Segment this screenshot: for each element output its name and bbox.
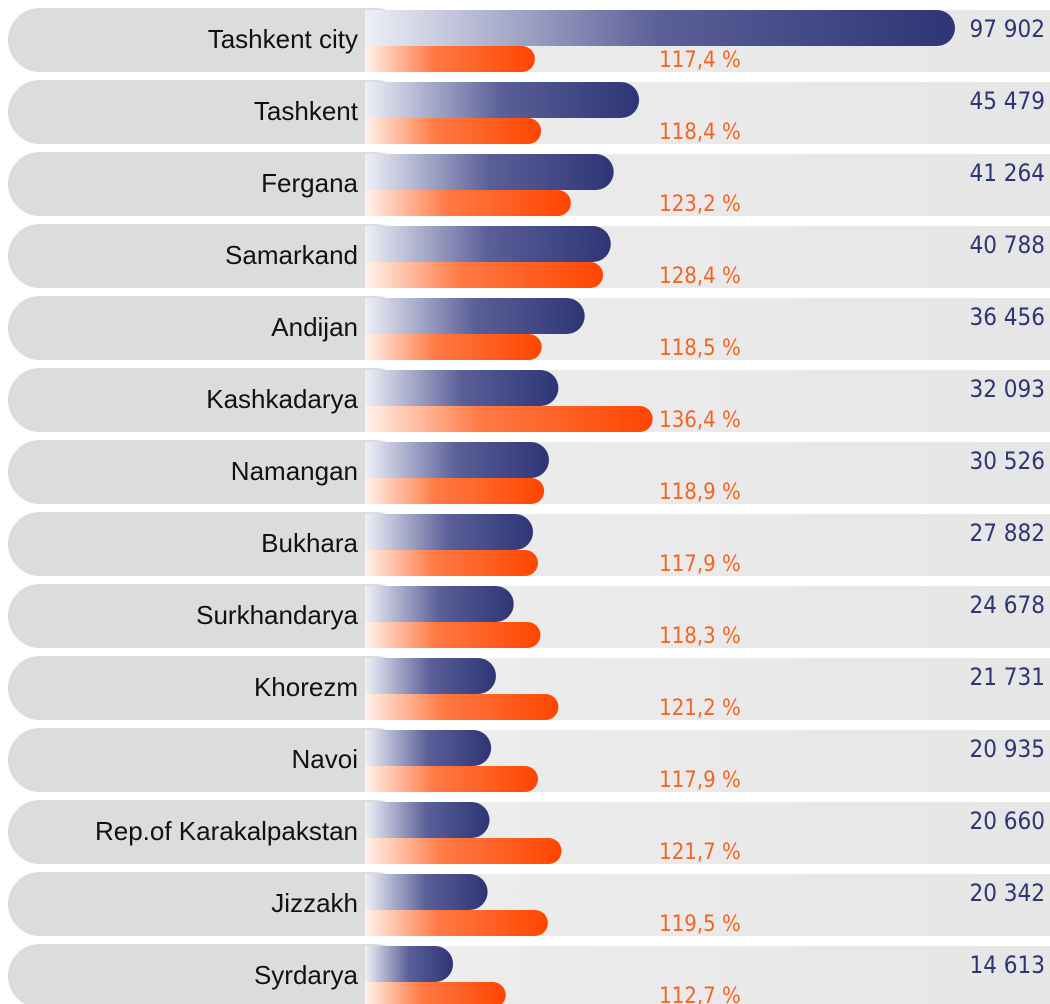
bar xyxy=(365,370,559,406)
bar xyxy=(365,154,614,190)
bar xyxy=(365,82,640,118)
category-label: Khorezm xyxy=(254,672,358,702)
value-label: 97 902 xyxy=(969,15,1045,43)
label-pill xyxy=(8,152,408,216)
label-pill xyxy=(8,296,408,360)
bar xyxy=(365,910,548,936)
bar xyxy=(365,946,454,982)
category-label: Namangan xyxy=(231,456,358,486)
value-label: 136,4 % xyxy=(659,408,741,433)
category-label: Navoi xyxy=(292,744,358,774)
bar xyxy=(365,334,542,360)
bar xyxy=(365,694,559,720)
value-label: 36 456 xyxy=(969,303,1045,331)
value-label: 118,9 % xyxy=(659,480,741,505)
label-pill xyxy=(8,440,408,504)
bar xyxy=(365,46,535,72)
category-label: Tashkent xyxy=(254,96,359,126)
value-label: 119,5 % xyxy=(659,912,741,937)
category-label: Tashkent city xyxy=(208,24,358,54)
bar xyxy=(365,226,611,262)
label-pill xyxy=(8,368,408,432)
value-label: 121,2 % xyxy=(659,696,741,721)
value-label: 21 731 xyxy=(969,663,1045,691)
value-label: 24 678 xyxy=(969,591,1045,619)
bar xyxy=(365,802,490,838)
bar xyxy=(365,190,571,216)
value-label: 20 660 xyxy=(969,807,1045,835)
bar xyxy=(365,766,538,793)
category-label: Surkhandarya xyxy=(196,600,358,630)
value-label: 118,4 % xyxy=(659,120,741,145)
label-pill xyxy=(8,584,408,648)
bar xyxy=(365,262,604,288)
category-label: Rep.of Karakalpakstan xyxy=(95,816,358,846)
value-label: 20 935 xyxy=(969,735,1045,763)
bar xyxy=(365,838,562,864)
value-label: 117,9 % xyxy=(659,768,741,793)
value-label: 117,4 % xyxy=(659,48,741,73)
bar xyxy=(365,514,534,550)
category-label: Jizzakh xyxy=(271,888,358,918)
category-label: Bukhara xyxy=(261,528,358,558)
label-pill xyxy=(8,872,408,936)
bar xyxy=(365,10,955,46)
value-label: 117,9 % xyxy=(659,552,741,577)
label-pill xyxy=(8,944,408,1004)
category-label: Syrdarya xyxy=(254,960,359,990)
category-label: Samarkand xyxy=(225,240,358,270)
label-pill xyxy=(8,512,408,576)
category-label: Kashkadarya xyxy=(206,384,358,414)
value-label: 118,3 % xyxy=(659,624,741,649)
label-pill xyxy=(8,728,408,792)
bar xyxy=(365,550,538,576)
bar xyxy=(365,298,585,334)
value-label: 32 093 xyxy=(969,375,1045,403)
bar xyxy=(365,730,492,766)
bar xyxy=(365,874,488,910)
value-label: 121,7 % xyxy=(659,840,741,865)
value-label: 30 526 xyxy=(969,447,1045,475)
bar xyxy=(365,586,514,622)
bar xyxy=(365,478,545,504)
value-label: 41 264 xyxy=(969,159,1045,187)
label-pill xyxy=(8,656,408,720)
label-pill xyxy=(8,80,408,144)
value-label: 112,7 % xyxy=(659,984,741,1004)
value-label: 118,5 % xyxy=(659,336,741,361)
value-label: 40 788 xyxy=(969,231,1045,259)
category-label: Andijan xyxy=(271,312,358,342)
bar xyxy=(365,622,541,648)
value-label: 20 342 xyxy=(969,879,1045,907)
value-label: 45 479 xyxy=(969,87,1045,115)
bar xyxy=(365,658,496,694)
bar xyxy=(365,118,542,144)
value-label: 128,4 % xyxy=(659,264,741,289)
label-pill xyxy=(8,8,408,72)
bar xyxy=(365,442,549,478)
value-label: 27 882 xyxy=(969,519,1045,547)
value-label: 14 613 xyxy=(969,951,1045,979)
bar xyxy=(365,982,506,1004)
label-pill xyxy=(8,800,408,864)
value-label: 123,2 % xyxy=(659,192,741,217)
category-label: Fergana xyxy=(261,168,358,198)
bar xyxy=(365,406,653,432)
label-pill xyxy=(8,224,408,288)
